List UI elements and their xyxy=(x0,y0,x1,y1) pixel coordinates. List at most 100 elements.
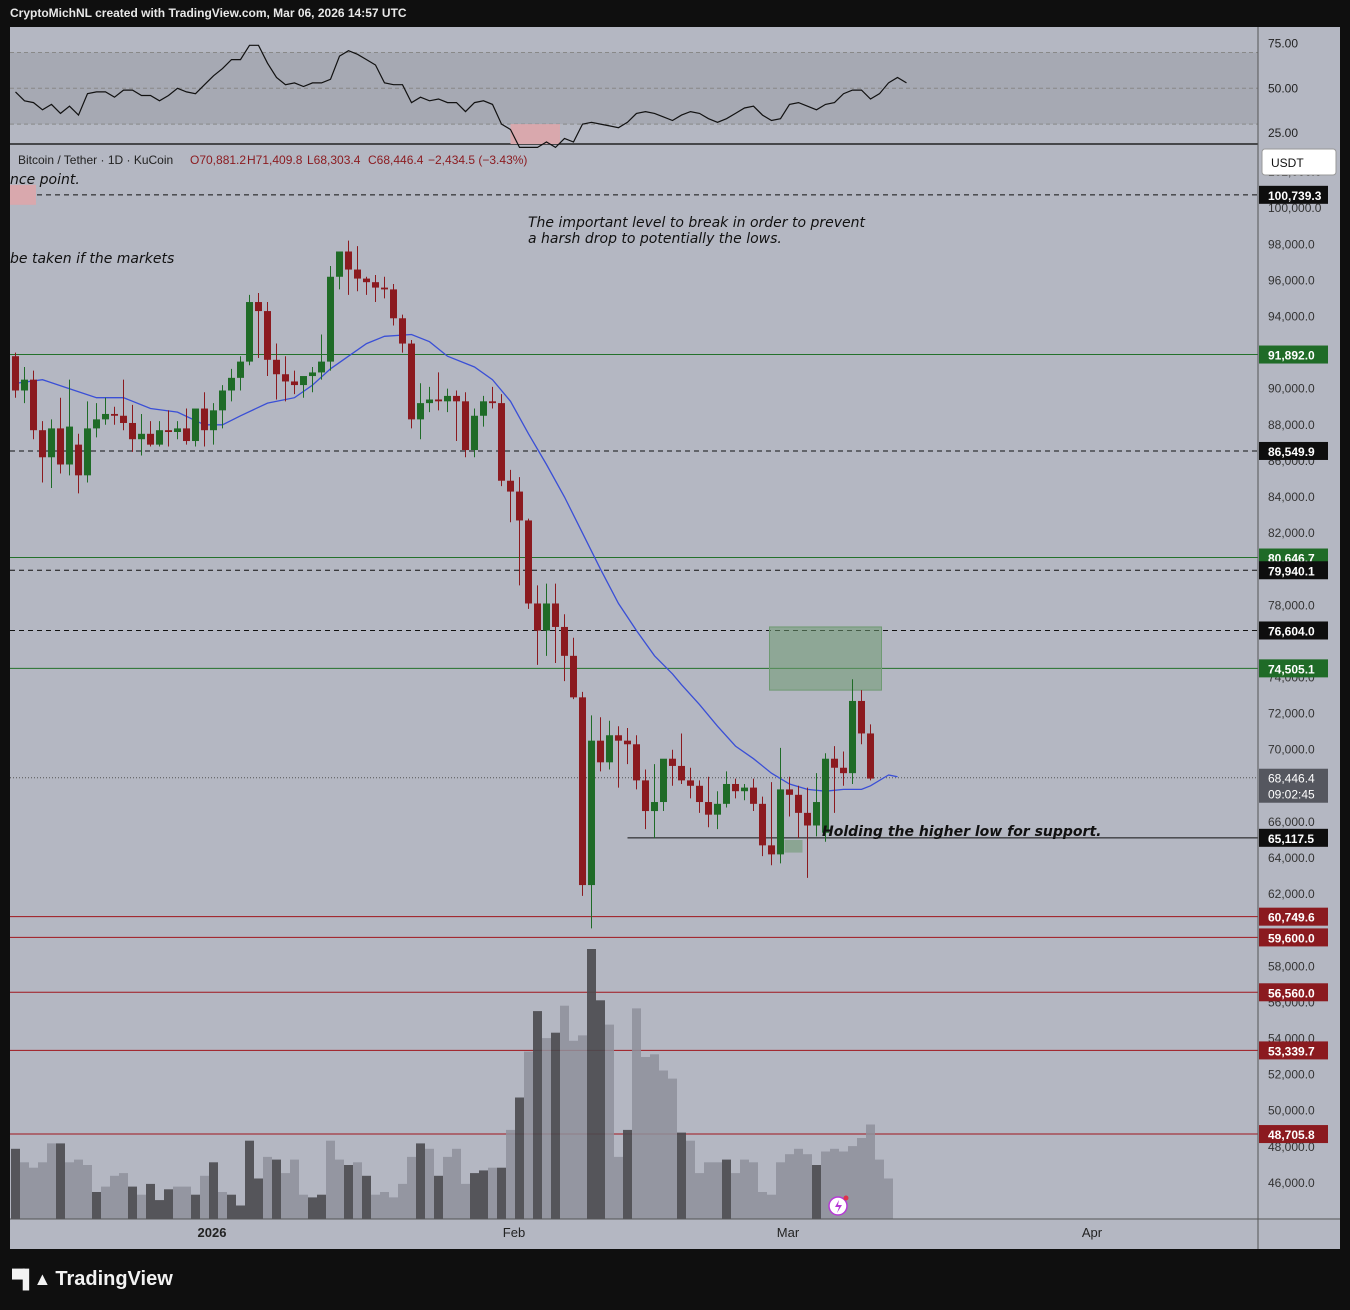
candle-body xyxy=(318,361,325,373)
candle-body xyxy=(678,765,685,781)
time-axis[interactable]: 2026 Feb Mar Apr xyxy=(10,1218,1340,1240)
price-tick: 94,000.0 xyxy=(1268,309,1315,323)
candle-body xyxy=(714,803,721,815)
level-lines xyxy=(10,184,1258,1135)
level-label: 48,705.8 xyxy=(1268,1128,1315,1142)
candle-body xyxy=(642,780,649,812)
volume-bar xyxy=(830,1148,839,1219)
volume-bar xyxy=(866,1124,875,1219)
candle-body xyxy=(759,803,766,846)
candle-body xyxy=(777,789,784,855)
price-tick: 78,000.0 xyxy=(1268,598,1315,612)
volume-bar xyxy=(407,1156,416,1219)
candle-body xyxy=(165,430,172,433)
candle-body xyxy=(786,789,793,795)
level-label: 65,117.5 xyxy=(1268,832,1314,846)
volume-bar xyxy=(65,1162,74,1219)
price-tick: 88,000.0 xyxy=(1268,418,1315,432)
price-axis[interactable]: 75.00 50.00 25.00 46,000.0 48,000.0 50,000.0 5… xyxy=(1257,27,1340,1249)
candle-body xyxy=(705,802,712,815)
level-label: 91,892.0 xyxy=(1268,349,1315,363)
alert-icon[interactable] xyxy=(828,1195,849,1216)
volume-bar xyxy=(110,1175,119,1219)
volume-bar xyxy=(515,1097,524,1219)
candle-body xyxy=(453,395,460,402)
volume-bar xyxy=(137,1194,146,1219)
tradingview-logo[interactable]: ▀▌▲ TradingView xyxy=(12,1268,173,1291)
volume-bar xyxy=(695,1173,704,1219)
chart-frame[interactable]: nce point. be taken if the markets The i… xyxy=(10,27,1340,1249)
volume-bar xyxy=(560,1005,569,1219)
legend-open: O70,881.2 xyxy=(190,153,246,167)
candle-body xyxy=(795,794,802,813)
candle-body xyxy=(516,491,523,521)
level-label: 56,560.0 xyxy=(1268,986,1315,1000)
legend-low: L68,303.4 xyxy=(307,153,361,167)
price-tick: 100,000.0 xyxy=(1268,201,1322,215)
volume-bar xyxy=(731,1173,740,1219)
price-tick: 64,000.0 xyxy=(1268,851,1315,865)
annotation-break-line2: a harsh drop to potentially the lows. xyxy=(528,231,782,247)
volume-bar xyxy=(632,1008,641,1219)
volume-bar xyxy=(416,1143,425,1219)
volume-bar xyxy=(29,1167,38,1219)
candle-body xyxy=(768,845,775,855)
tradingview-logo-text: TradingView xyxy=(55,1268,173,1290)
candle-body xyxy=(255,302,262,312)
candle-body xyxy=(606,735,613,763)
volume-bar xyxy=(236,1205,245,1219)
volume-bar xyxy=(20,1162,29,1219)
candle-body xyxy=(147,433,154,445)
candle-body xyxy=(732,783,739,792)
candle-body xyxy=(849,700,856,774)
price-tick: 98,000.0 xyxy=(1268,237,1315,251)
candle-body xyxy=(570,655,577,698)
volume-bar xyxy=(785,1154,794,1219)
volume-bar xyxy=(290,1159,299,1219)
level-label-bg xyxy=(1259,828,1328,847)
volume-bar xyxy=(479,1170,488,1219)
level-label: 60,749.6 xyxy=(1268,911,1315,925)
current-price-tag xyxy=(1259,768,1328,803)
level-label: 59,600.0 xyxy=(1268,931,1315,945)
price-chart[interactable]: nce point. be taken if the markets The i… xyxy=(10,27,1340,1249)
volume-bar xyxy=(776,1162,785,1219)
candle-body xyxy=(309,372,316,377)
candle-body xyxy=(156,430,163,445)
volume-bar xyxy=(299,1194,308,1219)
candle-body xyxy=(138,433,145,440)
candle-body xyxy=(57,428,64,465)
candle-body xyxy=(822,758,829,833)
volume-bar xyxy=(326,1140,335,1219)
level-label-bg xyxy=(1259,621,1328,640)
volume-bar xyxy=(146,1183,155,1219)
volume-bar xyxy=(443,1156,452,1219)
candle-body xyxy=(507,480,514,492)
oscillator-line xyxy=(15,44,907,149)
volume-bar xyxy=(857,1138,866,1219)
candle-body xyxy=(201,408,208,431)
volume-bar xyxy=(362,1175,371,1219)
level-label: 76,604.0 xyxy=(1268,624,1315,638)
volume-bar xyxy=(281,1173,290,1219)
price-tick: 62,000.0 xyxy=(1268,887,1315,901)
volume-bar xyxy=(875,1159,884,1219)
currency-button[interactable]: USDT xyxy=(1261,148,1337,176)
price-tick: 72,000.0 xyxy=(1268,707,1315,721)
annotations: nce point. be taken if the markets The i… xyxy=(10,172,1101,840)
volume-bar xyxy=(254,1178,263,1219)
candle-body xyxy=(687,780,694,786)
volume-bar xyxy=(506,1129,515,1219)
candle-body xyxy=(192,408,199,442)
candle-body xyxy=(264,311,271,360)
volume-bar xyxy=(218,1192,227,1219)
oscillator-pane xyxy=(10,44,1340,149)
candle-body xyxy=(480,401,487,416)
annotation-break-line1: The important level to break in order to… xyxy=(528,215,866,231)
candle-body xyxy=(579,697,586,886)
volume-bar xyxy=(650,1054,659,1219)
volume-bar xyxy=(596,1000,605,1219)
candle-body xyxy=(219,390,226,411)
candle-body xyxy=(93,419,100,429)
volume-bar xyxy=(461,1183,470,1219)
